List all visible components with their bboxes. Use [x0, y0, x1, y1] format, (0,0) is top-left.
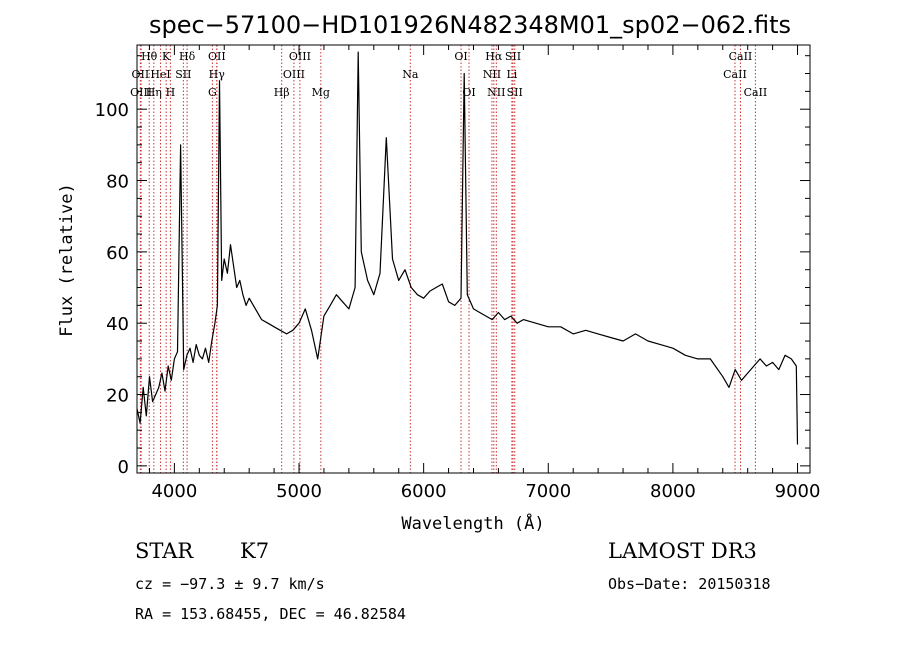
- spectral-line-label: NII: [483, 68, 501, 81]
- x-axis-label: Wavelength (Å): [401, 512, 544, 534]
- y-tick-label: 60: [106, 243, 129, 264]
- spectral-line-label: G: [208, 86, 217, 99]
- y-tick-label: 80: [106, 172, 129, 193]
- spectral-line-label: Li: [506, 68, 517, 81]
- spectral-line-label: CaII: [744, 86, 768, 99]
- spectral-line-label: Hδ: [179, 50, 196, 63]
- y-axis-label: Flux (relative): [57, 183, 77, 337]
- spectral-line-label: Hβ: [274, 86, 290, 99]
- survey-name: LAMOST DR3: [608, 539, 757, 563]
- spectral-line-label: OIII: [289, 50, 311, 63]
- coordinates: RA = 153.68455, DEC = 46.82584: [135, 605, 406, 623]
- y-axis: 0 20 40 60 80 100: [95, 55, 810, 478]
- spectral-line-label: OI: [462, 86, 475, 99]
- spectral-line-label: NII: [487, 86, 505, 99]
- spectral-line-label: Na: [402, 68, 419, 81]
- spectral-line-label: OIII: [283, 68, 305, 81]
- spectral-line-label: Hθ: [141, 50, 158, 63]
- y-tick-label: 40: [106, 314, 129, 335]
- spectral-line-label: Hα: [485, 50, 503, 63]
- spectral-line-label: OII: [208, 50, 226, 63]
- spectral-line-label: Hη: [146, 86, 162, 99]
- spectral-line-label: SII: [507, 86, 523, 99]
- x-tick-label: 6000: [401, 481, 447, 502]
- observation-date: Obs−Date: 20150318: [608, 575, 771, 593]
- spectral-line-label: SII: [175, 68, 191, 81]
- plot-frame: [136, 44, 811, 474]
- spectral-line-label: HeI: [150, 68, 170, 81]
- x-tick-label: 5000: [276, 481, 322, 502]
- spectral-line-label: SII: [505, 50, 521, 63]
- spectral-line-markers: [139, 45, 756, 473]
- spectral-line-label: CaII: [723, 68, 747, 81]
- x-tick-label: 8000: [650, 481, 696, 502]
- y-tick-label: 20: [106, 386, 129, 407]
- x-tick-label: 4000: [151, 481, 197, 502]
- spectral-line-label: K: [162, 50, 171, 63]
- spectral-line-label: OII: [132, 68, 150, 81]
- x-axis: 4000 5000 6000 7000 8000 9000: [148, 45, 821, 502]
- spectral-line-label: H: [166, 86, 176, 99]
- x-tick-label: 9000: [775, 481, 821, 502]
- object-subclass: K7: [240, 539, 269, 563]
- spectral-line-label: Mg: [312, 86, 330, 99]
- y-tick-label: 0: [118, 457, 129, 478]
- object-class: STAR: [135, 539, 194, 563]
- chart-title: spec−57100−HD101926N482348M01_sp02−062.f…: [149, 11, 791, 39]
- spectral-line-label: CaII: [729, 50, 753, 63]
- spectral-line-label: OIII: [130, 86, 152, 99]
- x-tick-label: 7000: [525, 481, 571, 502]
- redshift-velocity: cz = −97.3 ± 9.7 km/s: [135, 575, 325, 593]
- spectral-line-label: Hγ: [209, 68, 226, 81]
- y-tick-label: 100: [95, 100, 129, 121]
- spectral-line-label: OI: [454, 50, 467, 63]
- spectrum-series-line: [136, 51, 799, 445]
